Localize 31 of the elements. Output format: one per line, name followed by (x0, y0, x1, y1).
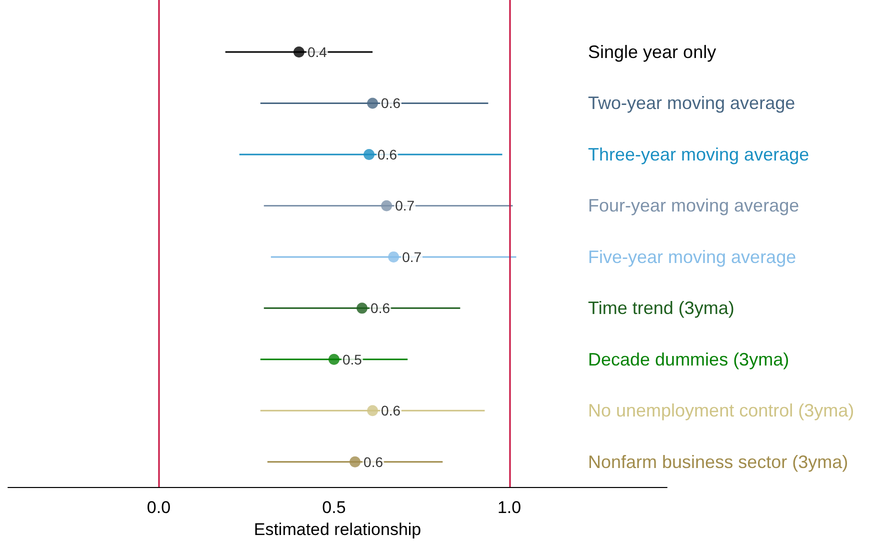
data-label: 0.4 (307, 44, 328, 60)
x-tick-label: 0.5 (322, 498, 346, 517)
y-tick-label: Three-year moving average (588, 144, 810, 164)
point (328, 354, 340, 365)
data-label: 0.6 (381, 402, 401, 419)
point (350, 456, 361, 468)
y-tick-label: No unemployment control (3yma) (588, 400, 854, 421)
data-label: 0.5 (342, 351, 362, 368)
data-label: 0.7 (402, 248, 422, 265)
x-tick-label: 0.0 (146, 498, 171, 517)
y-tick-label: Two-year moving average (588, 93, 796, 114)
y-tick-label: Nonfarm business sector (3yma) (588, 452, 848, 472)
data-label: 0.6 (364, 454, 384, 470)
y-tick-label: Four-year moving average (588, 196, 800, 216)
point (364, 148, 375, 160)
x-axis-title: Estimated relationship (254, 520, 422, 539)
point (367, 98, 378, 109)
y-tick-label: Single year only (588, 42, 716, 62)
point (293, 46, 304, 58)
point (356, 302, 368, 314)
point (388, 251, 400, 262)
y-tick-label: Decade dummies (3yma) (588, 349, 790, 370)
y-tick-label: Five-year moving average (588, 246, 796, 267)
data-label: 0.6 (378, 146, 398, 162)
point (367, 405, 378, 416)
x-tick-label: 1.0 (497, 498, 522, 517)
y-tick-label: Time trend (3yma) (588, 298, 734, 318)
data-label: 0.6 (381, 95, 401, 112)
point (381, 200, 392, 212)
data-label: 0.6 (370, 300, 390, 316)
data-label: 0.7 (395, 198, 415, 214)
